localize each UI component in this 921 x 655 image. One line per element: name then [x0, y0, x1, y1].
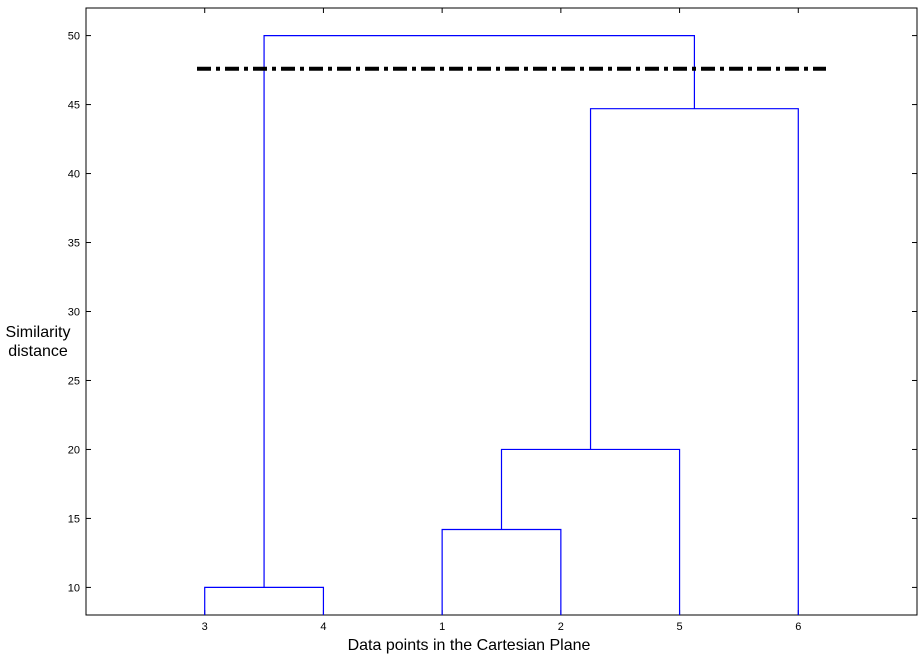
dendrogram-link	[263, 34, 696, 588]
x-tick-label: 4	[320, 621, 326, 633]
y-tick-label: 45	[68, 100, 80, 112]
y-axis-label-line-1: Similarity	[6, 324, 71, 341]
x-tick-label: 3	[202, 621, 208, 633]
y-tick-label: 10	[68, 582, 80, 594]
dendrogram-link	[500, 448, 681, 615]
dendrogram-link	[589, 108, 799, 615]
y-axis-label-line-2: distance	[8, 343, 68, 360]
x-tick-label: 2	[558, 621, 564, 633]
y-tick-label: 25	[68, 375, 80, 387]
y-axis-ticks: 10 15 20 25 30 35 40 45 50	[68, 31, 917, 594]
y-tick-label: 50	[68, 31, 80, 43]
y-tick-label: 20	[68, 444, 80, 456]
y-tick-label: 15	[68, 513, 80, 525]
y-tick-label: 35	[68, 238, 80, 250]
x-tick-label: 6	[795, 621, 801, 633]
dendrogram-links	[204, 34, 799, 615]
y-tick-label: 40	[68, 169, 80, 181]
x-axis-label: Data points in the Cartesian Plane	[348, 637, 591, 654]
y-tick-label: 30	[68, 307, 80, 319]
x-tick-label: 5	[677, 621, 683, 633]
x-tick-label: 1	[439, 621, 445, 633]
